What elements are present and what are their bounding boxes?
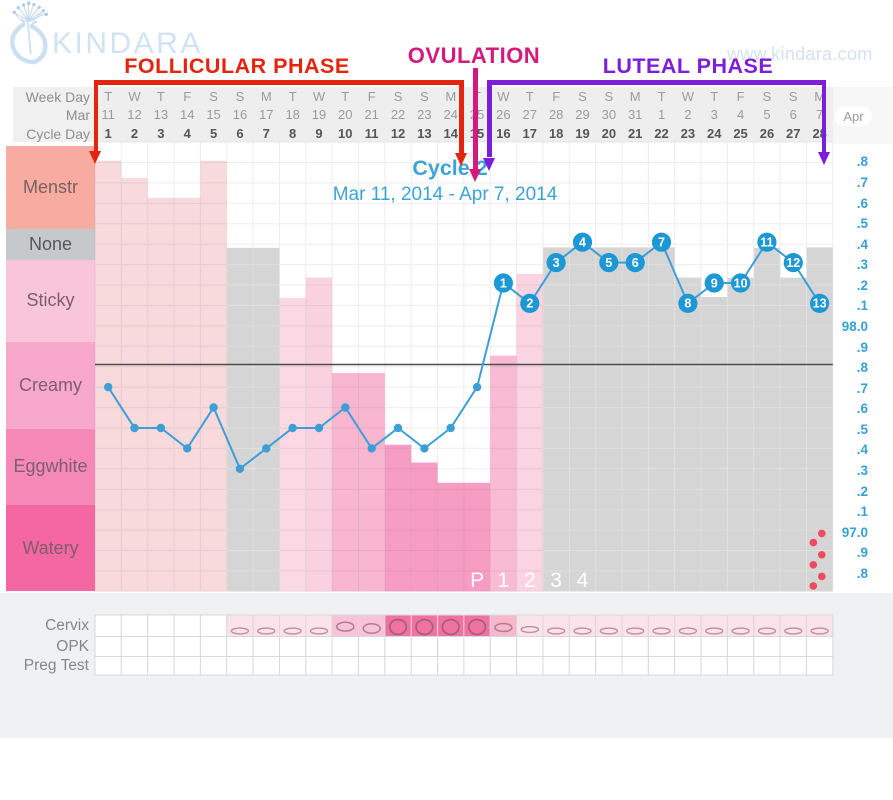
svg-text:12: 12 — [786, 256, 800, 270]
svg-text:11: 11 — [760, 236, 773, 250]
svg-text:4: 4 — [577, 569, 589, 592]
svg-text:3: 3 — [553, 256, 560, 270]
svg-text:3: 3 — [550, 569, 562, 592]
svg-text:8: 8 — [684, 297, 691, 311]
svg-text:6: 6 — [632, 256, 639, 270]
svg-text:9: 9 — [711, 276, 718, 290]
svg-text:4: 4 — [579, 236, 586, 250]
svg-text:KINDARA: KINDARA — [52, 27, 203, 60]
svg-text:P: P — [470, 569, 484, 592]
svg-text:1: 1 — [498, 569, 510, 592]
svg-text:10: 10 — [734, 276, 748, 290]
svg-text:7: 7 — [658, 236, 665, 250]
svg-text:5: 5 — [605, 256, 612, 270]
svg-text:2: 2 — [526, 297, 533, 311]
svg-text:1: 1 — [500, 276, 507, 290]
svg-text:13: 13 — [813, 297, 827, 311]
svg-text:2: 2 — [524, 569, 536, 592]
